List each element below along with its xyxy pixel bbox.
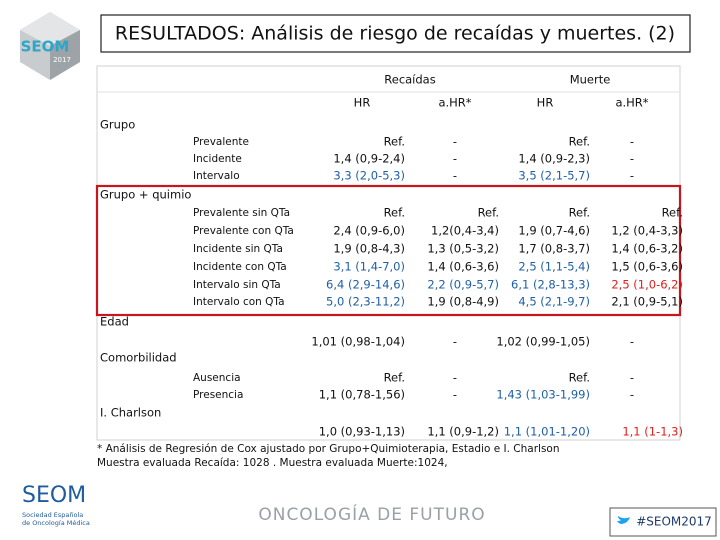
highlight-box <box>95 184 682 317</box>
table-cell: 1,43 (1,03-1,99) <box>496 388 590 402</box>
table-cell: 6,4 (2,9-14,6) <box>326 278 405 292</box>
logo-bottom: SEOM <box>22 483 86 508</box>
row-label: Prevalente con QTa <box>193 225 294 237</box>
column-group: Recaídas <box>384 73 435 87</box>
row-label: Incidente con QTa <box>193 261 287 273</box>
table-cell: 5,0 (2,3-11,2) <box>326 295 405 309</box>
table-cell: 1,4 (0,6-3,6) <box>427 260 499 274</box>
table-cell: 6,1 (2,8-13,3) <box>511 278 590 292</box>
hashtag-box <box>609 507 717 537</box>
section-label: Comorbilidad <box>100 351 177 365</box>
table-cell: 2,5 (1,1-5,4) <box>518 260 590 274</box>
table-cell: - <box>630 152 634 166</box>
row-label: Intervalo con QTa <box>193 296 285 308</box>
table-cell: - <box>453 335 457 349</box>
table-cell: 1,7 (0,8-3,7) <box>518 242 590 256</box>
column-header: HR <box>354 96 371 110</box>
column-header: a.HR* <box>438 96 471 110</box>
table-cell: Ref. <box>662 206 683 220</box>
table-cell: 1,1 (1-1,3) <box>622 425 683 439</box>
table-cell: 1,9 (0,8-4,3) <box>333 242 405 256</box>
table-cell: 1,2 (0,4-3,3) <box>611 224 683 238</box>
society: Sociedad Española <box>22 511 83 519</box>
society: de Oncología Médica <box>22 519 90 527</box>
table-cell: - <box>630 335 634 349</box>
table-frame <box>96 65 681 441</box>
table-cell: - <box>453 152 457 166</box>
title-box <box>100 14 691 53</box>
table-cell: 3,1 (1,4-7,0) <box>333 260 405 274</box>
section-label: I. Charlson <box>100 406 161 420</box>
row-label: Ausencia <box>193 372 241 384</box>
footnote: Muestra evaluada Recaída: 1028 . Muestra… <box>97 457 448 469</box>
table-cell: - <box>630 371 634 385</box>
table-cell: 1,9 (0,8-4,9) <box>427 295 499 309</box>
table-cell: 1,4 (0,9-2,3) <box>518 152 590 166</box>
logo-text: SEOM <box>21 38 70 56</box>
table-cell: 1,1 (0,78-1,56) <box>319 388 405 402</box>
table-cell: Ref. <box>569 371 590 385</box>
table-cell: 1,1 (1,01-1,20) <box>504 425 590 439</box>
hashtag: #SEOM2017 <box>636 515 712 529</box>
row-label: Presencia <box>193 389 243 401</box>
table-cell: Ref. <box>384 371 405 385</box>
table-cell: - <box>453 371 457 385</box>
table-cell: - <box>453 169 457 183</box>
table-cell: 1,5 (0,6-3,6) <box>611 260 683 274</box>
table-cell: 1,4 (0,6-3,2) <box>611 242 683 256</box>
row-label: Prevalente sin QTa <box>193 207 290 219</box>
section-label: Grupo + quimio <box>100 188 191 202</box>
table-cell: Ref. <box>569 135 590 149</box>
seom-logo-top: SEOM 2017 <box>20 12 80 80</box>
logo-year: 2017 <box>53 56 71 64</box>
column-header: HR <box>537 96 554 110</box>
table-cell: 1,02 (0,99-1,05) <box>496 335 590 349</box>
table-cell: 2,2 (0,9-5,7) <box>427 278 499 292</box>
row-label: Intervalo <box>193 170 240 182</box>
table-cell: Ref. <box>478 206 499 220</box>
seom-logo-bottom: SEOM Sociedad Española de Oncología Médi… <box>22 483 90 527</box>
table-cell: 1,01 (0,98-1,04) <box>311 335 405 349</box>
table-cell: 2,4 (0,9-6,0) <box>333 224 405 238</box>
table-cell: Ref. <box>384 206 405 220</box>
table-cell: 2,5 (1,0-6,2) <box>611 278 683 292</box>
slogan: ONCOLOGÍA DE FUTURO <box>258 503 485 525</box>
table-cell: - <box>630 169 634 183</box>
table-cell: 3,5 (2,1-5,7) <box>518 169 590 183</box>
table-cell: 1,1 (0,9-1,2) <box>427 425 499 439</box>
table-cell: - <box>453 388 457 402</box>
row-label: Incidente <box>193 153 242 165</box>
table-cell: 1,3 (0,5-3,2) <box>427 242 499 256</box>
table-cell: 1,2(0,4-3,4) <box>431 224 499 238</box>
section-label: Grupo <box>100 118 135 132</box>
table-cell: 1,9 (0,7-4,6) <box>518 224 590 238</box>
row-label: Intervalo sin QTa <box>193 279 281 291</box>
title: RESULTADOS: Análisis de riesgo de recaíd… <box>115 23 675 45</box>
table-cell: 1,0 (0,93-1,13) <box>319 425 405 439</box>
table-cell: 3,3 (2,0-5,3) <box>333 169 405 183</box>
table-cell: 1,4 (0,9-2,4) <box>333 152 405 166</box>
table-cell: 4,5 (2,1-9,7) <box>518 295 590 309</box>
column-group: Muerte <box>570 73 611 87</box>
table-cell: - <box>630 135 634 149</box>
table-cell: Ref. <box>569 206 590 220</box>
table-cell: - <box>453 135 457 149</box>
row-label: Prevalente <box>193 136 249 148</box>
section-label: Edad <box>100 315 129 329</box>
table-cell: 2,1 (0,9-5,1) <box>611 295 683 309</box>
bird-icon <box>617 516 630 524</box>
row-label: Incidente sin QTa <box>193 243 283 255</box>
column-header: a.HR* <box>615 96 648 110</box>
table: Recaídas Muerte HR a.HR* HR a.HR* Grupo Prevale… <box>100 73 683 439</box>
footnote: * Análisis de Regresión de Cox ajustado … <box>97 443 560 455</box>
table-cell: Ref. <box>384 135 405 149</box>
table-cell: - <box>630 388 634 402</box>
